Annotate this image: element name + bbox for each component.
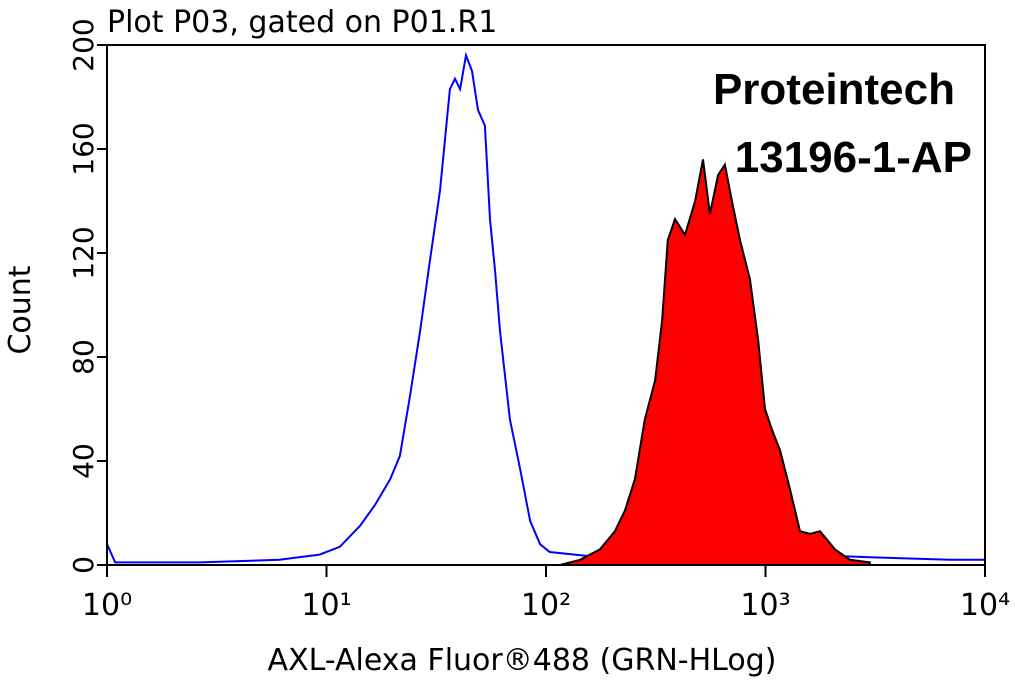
y-tick-label: 40 (67, 443, 100, 479)
filled-histogram (559, 159, 871, 566)
histogram-line (106, 51, 985, 564)
x-tick-label: 10² (521, 588, 571, 623)
chart-title: Plot P03, gated on P01.R1 (107, 5, 497, 40)
x-axis-label: AXL-Alexa Fluor®488 (GRN-HLog) (268, 643, 777, 678)
y-tick-label: 200 (67, 18, 100, 71)
plot-frame (106, 44, 986, 566)
y-axis-label: Count (3, 265, 38, 354)
y-tick-label: 120 (67, 226, 100, 279)
x-tick-label: 10³ (740, 588, 790, 623)
y-tick-label: 80 (67, 339, 100, 375)
y-tick-label: 0 (67, 556, 100, 574)
annotation: 13196-1-AP (735, 133, 972, 182)
x-tick-label: 10⁰ (82, 588, 132, 623)
y-tick-label: 160 (67, 122, 100, 175)
annotation: Proteintech (713, 65, 955, 114)
x-tick-label: 10⁴ (960, 588, 1010, 623)
x-tick-label: 10¹ (301, 588, 351, 623)
